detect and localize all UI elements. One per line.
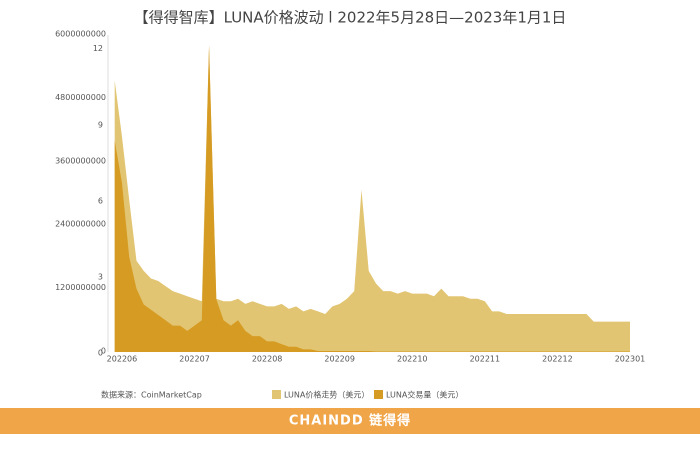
y-tick-label: 0 <box>98 349 103 358</box>
legend-swatch <box>374 390 383 399</box>
x-tick-label: 202206 <box>107 355 138 364</box>
y-tick-label: 6 <box>98 196 103 205</box>
x-tick-label: 202208 <box>252 355 283 364</box>
y2-tick-label: 6000000000 <box>55 30 106 39</box>
y2-tick-label: 1200000000 <box>55 283 106 292</box>
legend-label: LUNA价格走势（美元） <box>284 390 369 400</box>
x-tick-label: 202211 <box>470 355 501 364</box>
x-tick-label: 202210 <box>397 355 428 364</box>
y2-tick-label: 3600000000 <box>55 156 106 165</box>
legend-label: LUNA交易量（美元） <box>386 390 463 400</box>
y-tick-label: 3 <box>98 272 103 281</box>
footer-brand: CHAINDD 链得得 <box>289 413 411 429</box>
footer-band <box>0 408 700 434</box>
x-tick-label: 202212 <box>542 355 573 364</box>
x-tick-label: 202207 <box>179 355 210 364</box>
area <box>114 45 630 353</box>
y-tick-label: 12 <box>93 44 103 53</box>
y2-tick-label: 2400000000 <box>55 220 106 229</box>
legend-swatch <box>272 390 281 399</box>
x-tick-label: 202209 <box>324 355 355 364</box>
x-tick-label: 202301 <box>615 355 646 364</box>
area <box>114 45 630 352</box>
y2-tick-label: 4800000000 <box>55 93 106 102</box>
chart-title: 【得得智库】LUNA价格波动 l 2022年5月28日—2023年1月1日 <box>134 9 567 27</box>
y2-tick-label: 0 <box>101 347 106 356</box>
source: 数据来源：CoinMarketCap <box>101 390 202 400</box>
y-tick-label: 9 <box>98 120 103 129</box>
